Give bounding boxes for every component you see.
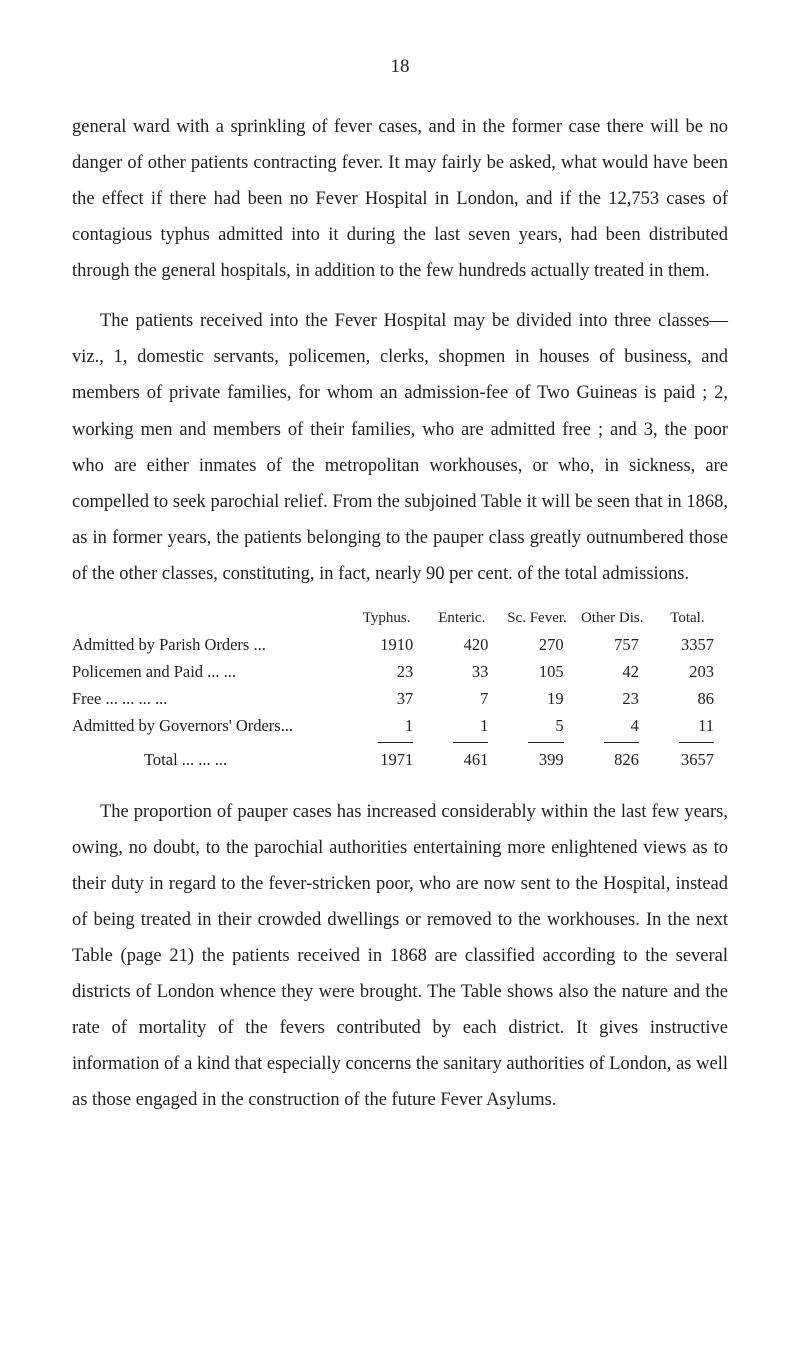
cell: 5	[502, 712, 577, 739]
header-otherdis: Other Dis.	[578, 606, 653, 631]
header-total: Total.	[653, 606, 728, 631]
header-blank	[72, 606, 352, 631]
table-row: Admitted by Governors' Orders... 1 1 5 4…	[72, 712, 728, 739]
rule	[679, 742, 714, 743]
header-typhus: Typhus.	[352, 606, 427, 631]
table-rule	[72, 742, 728, 743]
cell: 23	[578, 685, 653, 712]
cell: 23	[352, 658, 427, 685]
cell: 4	[578, 712, 653, 739]
rule	[378, 742, 413, 743]
total-cell: 3657	[653, 746, 728, 773]
cell: 11	[653, 712, 728, 739]
table-header-row: Typhus. Enteric. Sc. Fever. Other Dis. T…	[72, 606, 728, 631]
cell: 37	[352, 685, 427, 712]
cell: 1	[427, 712, 502, 739]
rule	[604, 742, 639, 743]
header-scfever: Sc. Fever.	[502, 606, 577, 631]
paragraph-2: The patients received into the Fever Hos…	[72, 303, 728, 592]
header-enteric: Enteric.	[427, 606, 502, 631]
total-cell: 1971	[352, 746, 427, 773]
table-row: Admitted by Parish Orders ... 1910 420 2…	[72, 631, 728, 658]
cell: 3357	[653, 631, 728, 658]
cell: 1910	[352, 631, 427, 658]
row-label: Policemen and Paid ... ...	[72, 658, 352, 685]
cell: 757	[578, 631, 653, 658]
table-row: Policemen and Paid ... ... 23 33 105 42 …	[72, 658, 728, 685]
total-cell: 399	[502, 746, 577, 773]
total-cell: 826	[578, 746, 653, 773]
total-cell: 461	[427, 746, 502, 773]
paragraph-3: The proportion of pauper cases has incre…	[72, 794, 728, 1119]
page-number: 18	[72, 48, 728, 85]
table-total-row: Total ... ... ... 1971 461 399 826 3657	[72, 746, 728, 773]
cell: 86	[653, 685, 728, 712]
cell: 105	[502, 658, 577, 685]
rule-blank	[72, 742, 352, 743]
cell: 203	[653, 658, 728, 685]
table-row: Free ... ... ... ... 37 7 19 23 86	[72, 685, 728, 712]
total-label: Total ... ... ...	[72, 746, 352, 773]
cell: 270	[502, 631, 577, 658]
cell: 1	[352, 712, 427, 739]
paragraph-1: general ward with a sprinkling of fever …	[72, 109, 728, 289]
row-label: Admitted by Governors' Orders...	[72, 712, 352, 739]
cell: 33	[427, 658, 502, 685]
rule	[453, 742, 488, 743]
row-label: Admitted by Parish Orders ...	[72, 631, 352, 658]
cell: 420	[427, 631, 502, 658]
row-label: Free ... ... ... ...	[72, 685, 352, 712]
cell: 42	[578, 658, 653, 685]
rule	[528, 742, 563, 743]
cell: 7	[427, 685, 502, 712]
admissions-table: Typhus. Enteric. Sc. Fever. Other Dis. T…	[72, 606, 728, 774]
cell: 19	[502, 685, 577, 712]
